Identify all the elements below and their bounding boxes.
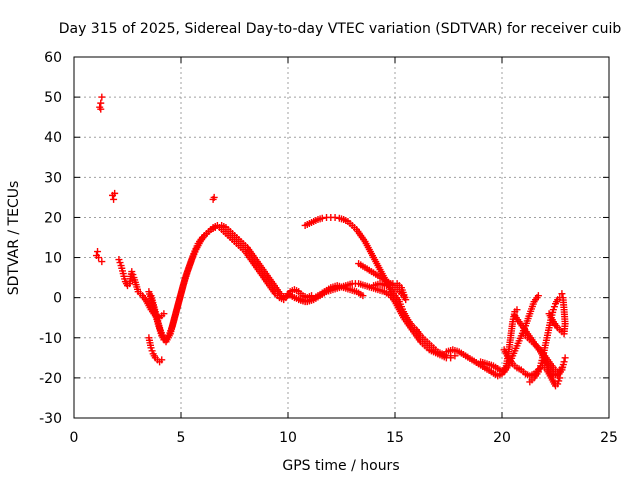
data-point-marker xyxy=(98,258,106,266)
y-tick-label: 40 xyxy=(44,130,62,146)
data-point-marker xyxy=(280,296,288,304)
series-arc-e xyxy=(295,282,367,306)
x-tick-label: 20 xyxy=(493,430,511,446)
series-arc-l xyxy=(545,290,569,338)
data-point-marker xyxy=(318,214,326,222)
data-point-marker xyxy=(111,189,119,197)
series-arc-m xyxy=(519,330,566,376)
data-point-marker xyxy=(210,193,218,201)
data-point-marker xyxy=(447,354,455,362)
data-points xyxy=(92,93,569,390)
y-tick-label: 0 xyxy=(53,291,62,307)
chart-title: Day 315 of 2025, Sidereal Day-to-day VTE… xyxy=(59,21,622,37)
x-tick-label: 0 xyxy=(70,430,79,446)
y-axis-label: SDTVAR / TECUs xyxy=(6,181,22,296)
y-tick-label: -10 xyxy=(39,331,62,347)
data-point-marker xyxy=(556,374,564,382)
data-point-marker xyxy=(558,364,566,372)
data-point-marker xyxy=(559,294,567,302)
data-point-marker xyxy=(560,358,568,366)
x-tick-label: 25 xyxy=(600,430,618,446)
series-outliers xyxy=(92,93,218,266)
data-point-marker xyxy=(158,356,166,364)
y-tick-label: 50 xyxy=(44,90,62,106)
y-tick-label: 30 xyxy=(44,170,62,186)
x-tick-label: 15 xyxy=(386,430,404,446)
series-dip-branch xyxy=(145,334,166,366)
data-point-marker xyxy=(558,290,566,298)
data-point-marker xyxy=(110,195,118,203)
data-point-marker xyxy=(98,93,106,101)
data-point-marker xyxy=(513,306,521,314)
x-tick-label: 5 xyxy=(177,430,186,446)
data-point-marker xyxy=(561,354,569,362)
data-point-marker xyxy=(534,292,542,300)
data-point-marker xyxy=(160,310,168,318)
data-point-marker xyxy=(97,99,105,107)
series-arc-k xyxy=(500,346,564,390)
y-axis-ticks: -30 -20 -10 0 10 20 30 40 50 60 xyxy=(39,50,609,427)
data-point-marker xyxy=(370,282,378,290)
plot-frame xyxy=(73,56,610,419)
y-tick-label: 20 xyxy=(44,210,62,226)
data-point-marker xyxy=(94,248,102,256)
series-arc-f xyxy=(355,260,410,304)
x-tick-label: 10 xyxy=(279,430,297,446)
x-axis-label: GPS time / hours xyxy=(282,458,399,474)
data-point-marker xyxy=(95,254,103,262)
data-point-marker xyxy=(359,292,367,300)
y-tick-label: -30 xyxy=(39,411,62,427)
series-early-segment xyxy=(115,256,168,322)
data-point-marker xyxy=(97,105,105,113)
gridlines xyxy=(74,57,609,418)
x-axis-ticks: 0 5 10 15 20 25 xyxy=(70,57,618,446)
data-point-marker xyxy=(331,213,339,221)
series-arc-d xyxy=(284,280,455,362)
series-arc-b xyxy=(147,223,288,344)
y-tick-label: -20 xyxy=(39,371,62,387)
y-tick-label: 10 xyxy=(44,251,62,267)
y-tick-label: 60 xyxy=(44,50,62,66)
